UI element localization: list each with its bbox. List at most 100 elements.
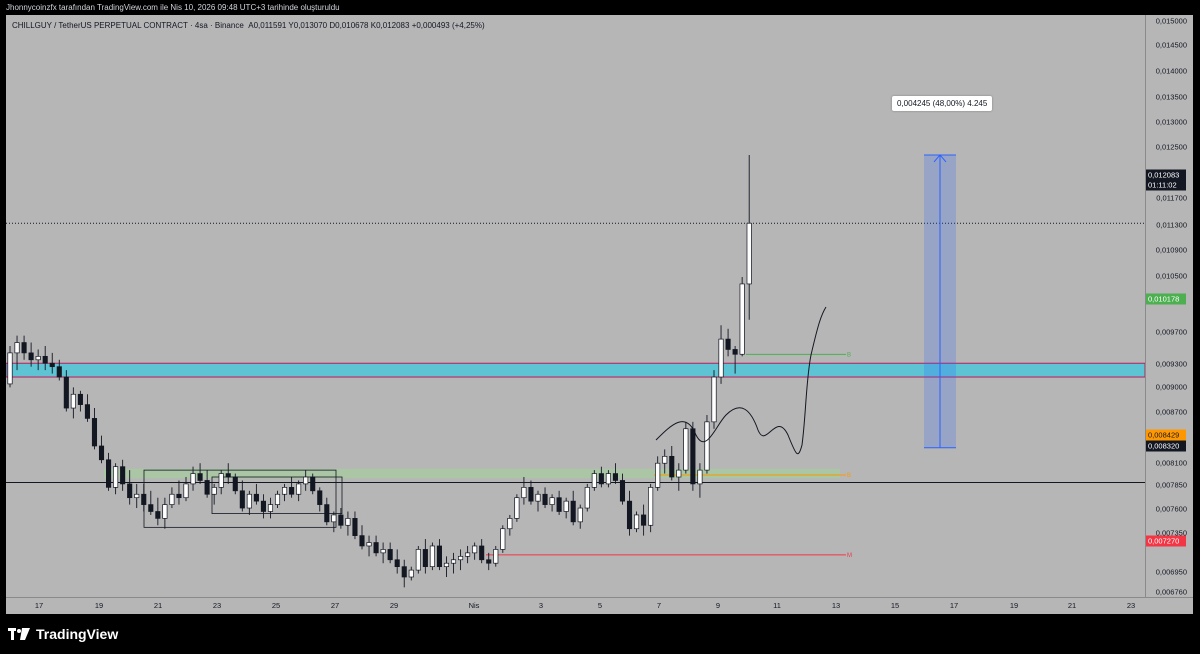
time-axis-label: 3 <box>538 601 544 610</box>
candle-body <box>246 493 252 509</box>
candle-body <box>169 493 175 505</box>
candle-body <box>98 445 105 461</box>
candle-body <box>443 562 450 568</box>
symbol-name[interactable]: CHILLGUY / TetherUS PERPETUAL CONTRACT ·… <box>12 21 244 30</box>
candle-body <box>641 514 647 526</box>
price-axis-label: 0,008700 <box>1155 407 1187 417</box>
candle-body <box>556 497 562 512</box>
time-axis-label: 27 <box>330 601 340 610</box>
chart-pane[interactable]: B B M CHILLGUY / TetherUS PERPETUAL CONTRA… <box>6 15 1145 597</box>
orange-level-tag: 0,008429 <box>1146 429 1186 441</box>
time-axis-label: 23 <box>1126 601 1136 610</box>
candle-body <box>239 490 245 509</box>
candle-body <box>465 552 471 557</box>
candle-body <box>303 476 309 485</box>
price-axis-label: 0,013500 <box>1155 92 1187 102</box>
candle-body <box>500 528 506 550</box>
red-level-tag: 0,007270 <box>1146 535 1186 547</box>
candle-body <box>493 549 499 564</box>
price-axis-label: 0,009000 <box>1155 382 1187 392</box>
ohlc-change: +0,000493 (+4,25%) <box>411 21 485 30</box>
candle-body <box>289 487 295 495</box>
candle-body <box>591 473 597 488</box>
candle-body <box>612 473 618 481</box>
candle-body <box>141 493 147 505</box>
tradingview-logo[interactable]: TradingView <box>8 626 118 642</box>
time-axis-label: Nis <box>468 601 480 610</box>
candle-body <box>373 542 379 554</box>
candle-body <box>113 466 119 488</box>
candle-body <box>683 428 689 471</box>
time-axis-label: 29 <box>389 601 399 610</box>
candle-body <box>746 222 752 285</box>
time-axis-label: 13 <box>831 601 841 610</box>
price-axis-label: 0,008100 <box>1155 458 1187 468</box>
candle-body <box>570 500 576 523</box>
candle-body <box>155 511 161 519</box>
candle-body <box>415 549 421 571</box>
time-axis-label: 21 <box>153 601 163 610</box>
candle-body <box>655 462 661 488</box>
time-axis-label: 25 <box>271 601 281 610</box>
footer: TradingView <box>0 614 1200 654</box>
price-axis-label: 0,006760 <box>1155 587 1187 597</box>
candle-body <box>662 455 668 464</box>
candle-body <box>183 483 189 499</box>
candle-body <box>422 549 428 568</box>
price-axis[interactable]: 0,015000 0,014500 0,014000 0,013500 0,013000… <box>1145 15 1193 597</box>
candle-body <box>296 483 302 495</box>
candle-body <box>253 493 259 502</box>
candle-body <box>669 455 675 478</box>
candle-body <box>535 493 541 502</box>
chart-canvas[interactable]: B B M <box>6 15 1145 597</box>
time-axis-label: 17 <box>34 601 44 610</box>
candle-body <box>84 404 90 419</box>
candle-body <box>127 483 133 499</box>
candle-body <box>394 559 400 568</box>
candle-body <box>7 352 13 385</box>
candle-body <box>725 338 731 350</box>
candle-body <box>324 504 330 523</box>
candle-body <box>690 428 696 485</box>
price-axis-label: 0,006950 <box>1155 567 1187 577</box>
candle-body <box>106 459 112 488</box>
time-axis-label: 15 <box>890 601 900 610</box>
candle-body <box>542 493 548 505</box>
price-axis-label: 0,011300 <box>1156 220 1187 230</box>
candle-body <box>260 500 266 512</box>
candle-body <box>120 466 126 485</box>
red-line-tag: M <box>847 553 852 559</box>
candle-body <box>521 487 527 499</box>
candle-body <box>450 559 457 564</box>
candle-body <box>514 497 520 519</box>
candle-body <box>528 487 534 502</box>
candle-body <box>77 393 83 405</box>
price-axis-label: 0,013000 <box>1155 117 1187 127</box>
time-axis-label: 23 <box>212 601 222 610</box>
time-axis[interactable]: 17 19 21 23 25 27 29 Nis 3 5 7 9 11 13 15 17 19 21 23 <box>6 597 1193 614</box>
price-axis-label: 0,014000 <box>1155 66 1187 76</box>
candle-body <box>232 476 238 492</box>
candle-body <box>732 349 738 355</box>
candle-body <box>49 362 55 368</box>
time-axis-label: 21 <box>1067 601 1077 610</box>
price-range-measure-label[interactable]: 0,004245 (48,00%) 4.245 <box>892 96 993 111</box>
candle-body <box>401 566 407 578</box>
candle-body <box>176 493 182 499</box>
candle-body <box>204 480 210 495</box>
candle-body <box>225 473 231 478</box>
candle-body <box>70 393 76 409</box>
candle-body <box>359 535 365 547</box>
candle-body <box>267 504 274 512</box>
candle-body <box>697 469 703 485</box>
candle-body <box>563 500 569 512</box>
projection-drawing <box>655 306 827 455</box>
candle-body <box>598 473 604 485</box>
candle-body <box>387 549 393 561</box>
tradingview-logo-icon <box>8 628 30 640</box>
candle-body <box>148 504 154 512</box>
time-axis-label: 5 <box>597 601 603 610</box>
price-axis-label: 0,012500 <box>1155 142 1187 152</box>
range-box-inner <box>211 476 343 514</box>
